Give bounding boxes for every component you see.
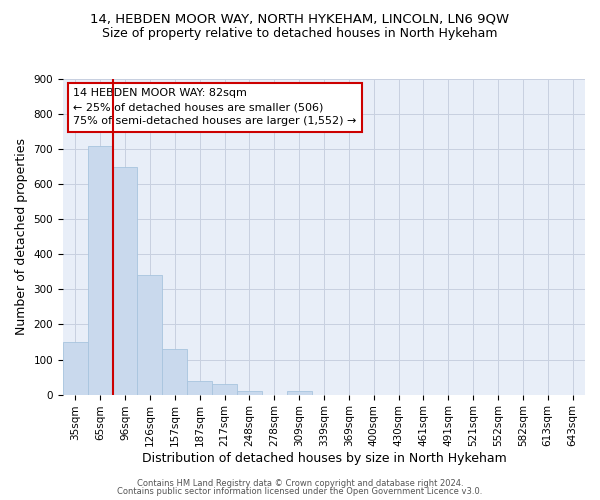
Text: Size of property relative to detached houses in North Hykeham: Size of property relative to detached ho… (102, 28, 498, 40)
Text: Contains public sector information licensed under the Open Government Licence v3: Contains public sector information licen… (118, 487, 482, 496)
Bar (187, 380, 212, 394)
Y-axis label: Number of detached properties: Number of detached properties (15, 138, 28, 336)
Bar (113, 166, 137, 394)
Text: 14 HEBDEN MOOR WAY: 82sqm
← 25% of detached houses are smaller (506)
75% of semi: 14 HEBDEN MOOR WAY: 82sqm ← 25% of detac… (73, 88, 357, 126)
Bar (163, 349, 187, 395)
Text: 14, HEBDEN MOOR WAY, NORTH HYKEHAM, LINCOLN, LN6 9QW: 14, HEBDEN MOOR WAY, NORTH HYKEHAM, LINC… (91, 12, 509, 26)
Text: Contains HM Land Registry data © Crown copyright and database right 2024.: Contains HM Land Registry data © Crown c… (137, 478, 463, 488)
Bar (137, 276, 163, 394)
Bar (287, 391, 311, 394)
Bar (88, 146, 113, 394)
Bar (237, 391, 262, 394)
X-axis label: Distribution of detached houses by size in North Hykeham: Distribution of detached houses by size … (142, 452, 506, 465)
Bar (212, 384, 237, 394)
Bar (63, 342, 88, 394)
